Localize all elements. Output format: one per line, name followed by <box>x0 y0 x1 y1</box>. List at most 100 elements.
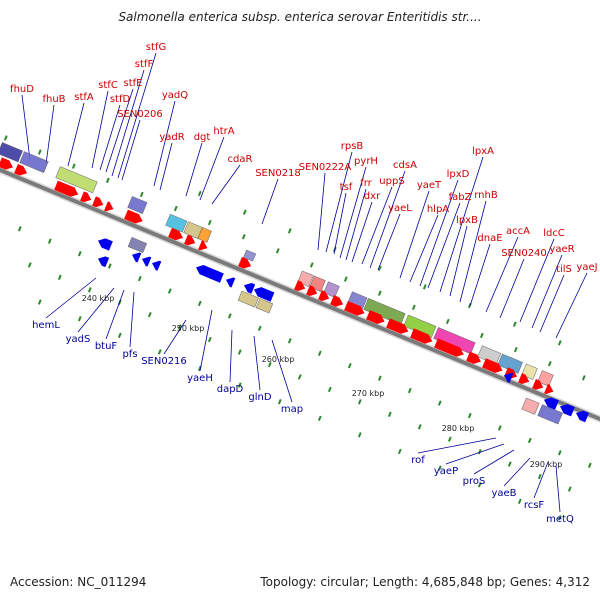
tick-dot <box>437 400 442 406</box>
tick-labels: 240 kbp 250 kbp 260 kbp 270 kbp 280 kbp 290 k… <box>82 294 563 469</box>
gene-label-stfd: stfD <box>110 94 131 105</box>
forward-arrow <box>198 240 208 251</box>
feature-block <box>537 404 563 425</box>
tick-label: 280 kbp <box>442 424 475 433</box>
tick-dot <box>173 205 178 212</box>
tick-dot <box>507 461 512 467</box>
gene-label-stfe: stfE <box>124 78 143 89</box>
reverse-arrow <box>254 287 275 302</box>
forward-arrow <box>366 310 385 324</box>
gene-label-sen0240: SEN0240 <box>501 248 547 259</box>
tick-label: 270 kbp <box>352 389 385 398</box>
leader-line <box>439 156 484 293</box>
tick-dot <box>237 382 242 388</box>
tick-dot <box>497 425 502 431</box>
tick-dot <box>397 448 402 455</box>
tick-dot <box>197 190 202 197</box>
tick-dot <box>147 312 152 318</box>
gene-label-yadq: yadQ <box>162 90 188 101</box>
gene-label-acca: accA <box>506 226 530 237</box>
tick-dot <box>71 163 76 169</box>
tick-dot <box>37 299 42 305</box>
tick-dot <box>37 149 42 155</box>
forward-arrow <box>434 338 464 357</box>
gene-label-map: map <box>281 404 303 415</box>
gene-labels: fhuD fhuB stfA stfC stfD stfE stfF stfG SEN0206 y… <box>10 42 598 525</box>
reverse-arrow <box>504 372 514 383</box>
leader-line <box>427 202 461 289</box>
tick-dot <box>437 465 442 471</box>
reverse-arrow <box>152 260 162 271</box>
leader-line <box>325 151 353 253</box>
leader-line <box>271 339 293 403</box>
tick-label: 290 kbp <box>530 460 563 469</box>
feature-block <box>165 213 188 233</box>
leader-line <box>99 104 121 171</box>
leader-line <box>77 287 115 333</box>
reverse-arrow <box>142 256 152 267</box>
tick-dot <box>581 375 586 381</box>
tick-dot <box>317 415 322 421</box>
forward-arrow <box>104 201 114 212</box>
reverse-arrow <box>196 265 224 283</box>
feature-block <box>127 237 148 254</box>
reverse-arrow <box>576 410 589 423</box>
leader-line <box>445 443 505 465</box>
tick-dots <box>3 135 592 521</box>
tick-dot <box>479 332 484 339</box>
tick-dot <box>317 350 322 356</box>
feature-block <box>323 281 340 298</box>
gene-label-yaep: yaeP <box>434 466 458 477</box>
leader-line <box>117 52 157 179</box>
feature-block <box>237 290 259 308</box>
forward-arrow <box>330 295 344 307</box>
tick-dot <box>477 481 482 488</box>
leader-line <box>345 188 367 261</box>
tick-label: 240 kbp <box>82 294 115 303</box>
gene-label-rcsf: rcsF <box>524 500 545 511</box>
feature-block <box>255 298 274 314</box>
tick-dot <box>377 375 382 381</box>
leader-line <box>417 437 497 454</box>
forward-arrow <box>544 383 554 394</box>
gene-label-yaeb: yaeB <box>491 488 516 499</box>
tick-dot <box>242 209 247 215</box>
forward-arrow <box>482 358 503 373</box>
gene-label-sen0222a: SEN0222A <box>299 162 352 173</box>
gene-label-dnae: dnaE <box>477 233 502 244</box>
tick-dot <box>297 374 302 380</box>
tick-dot <box>422 284 427 290</box>
tick-dot <box>517 498 522 504</box>
reverse-arrow <box>132 252 142 263</box>
leader-line <box>199 309 213 372</box>
gene-label-hlpa: hlpA <box>427 204 449 215</box>
leader-line <box>409 214 439 283</box>
gene-label-pfs: pfs <box>122 349 137 360</box>
feature-block <box>243 249 257 262</box>
tick-dot <box>197 300 202 307</box>
tick-dot <box>467 412 472 419</box>
leader-line <box>261 178 279 225</box>
leader-line <box>485 236 519 313</box>
feature-block <box>197 227 212 243</box>
forward-arrow <box>92 196 104 208</box>
gene-label-sen0218: SEN0218 <box>255 168 301 179</box>
tick-label: 260 kbp <box>262 355 295 364</box>
tick-dot <box>117 332 122 338</box>
leader-line <box>339 166 367 259</box>
leader-line <box>351 201 373 263</box>
tick-dot <box>357 432 362 438</box>
tick-dot <box>139 191 144 198</box>
tick-dot <box>513 346 518 353</box>
leader-line <box>105 88 134 173</box>
leader-line <box>67 102 85 167</box>
tick-dot <box>207 336 212 343</box>
leader-line <box>399 190 430 279</box>
tick-dot <box>277 398 282 405</box>
tick-dot <box>77 250 82 257</box>
leader-line <box>159 142 173 191</box>
leader-line <box>499 258 525 319</box>
reverse-arrow <box>244 282 256 294</box>
leader-line <box>153 100 176 187</box>
